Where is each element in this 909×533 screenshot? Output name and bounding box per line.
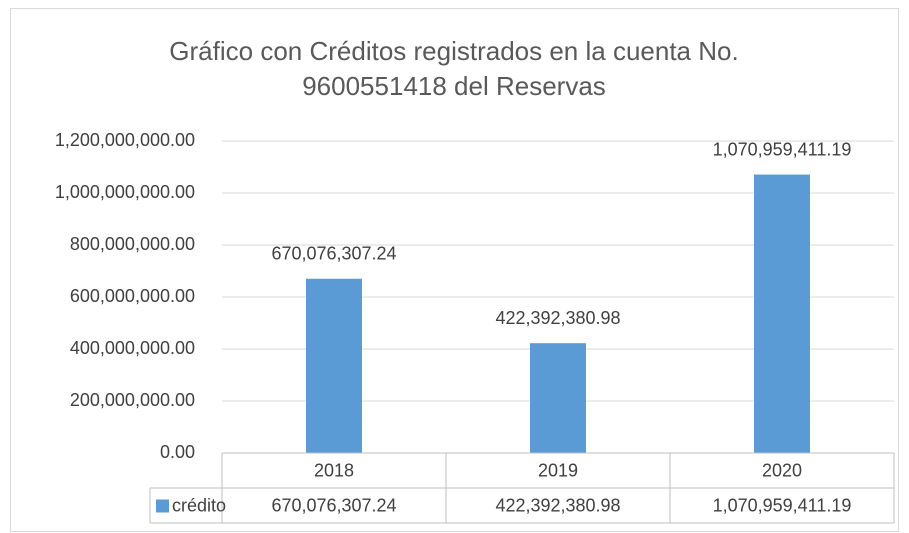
bar <box>530 343 586 453</box>
table-value: 1,070,959,411.19 <box>713 495 852 515</box>
bar <box>754 174 810 454</box>
legend-label: crédito <box>172 495 226 515</box>
data-label: 1,070,959,411.19 <box>713 139 852 159</box>
y-tick-label: 0.00 <box>160 442 195 462</box>
y-tick-label: 600,000,000.00 <box>70 286 195 306</box>
table-value: 422,392,380.98 <box>495 495 620 515</box>
data-label: 422,392,380.98 <box>495 308 620 328</box>
y-tick-label: 1,200,000,000.00 <box>55 130 195 150</box>
chart-title: Gráfico con Créditos registrados en la c… <box>169 36 739 101</box>
y-tick-label: 400,000,000.00 <box>70 338 195 358</box>
data-label: 670,076,307.24 <box>271 244 396 264</box>
x-tick-label: 2019 <box>538 460 578 480</box>
bar <box>306 278 362 453</box>
legend-swatch <box>156 499 169 513</box>
y-tick-label: 800,000,000.00 <box>70 234 195 254</box>
table-value: 670,076,307.24 <box>271 495 396 515</box>
y-tick-label: 1,000,000,000.00 <box>55 182 195 202</box>
chart-frame <box>10 8 899 532</box>
y-tick-label: 200,000,000.00 <box>70 390 195 410</box>
x-tick-label: 2018 <box>314 460 354 480</box>
x-tick-label: 2020 <box>762 460 802 480</box>
